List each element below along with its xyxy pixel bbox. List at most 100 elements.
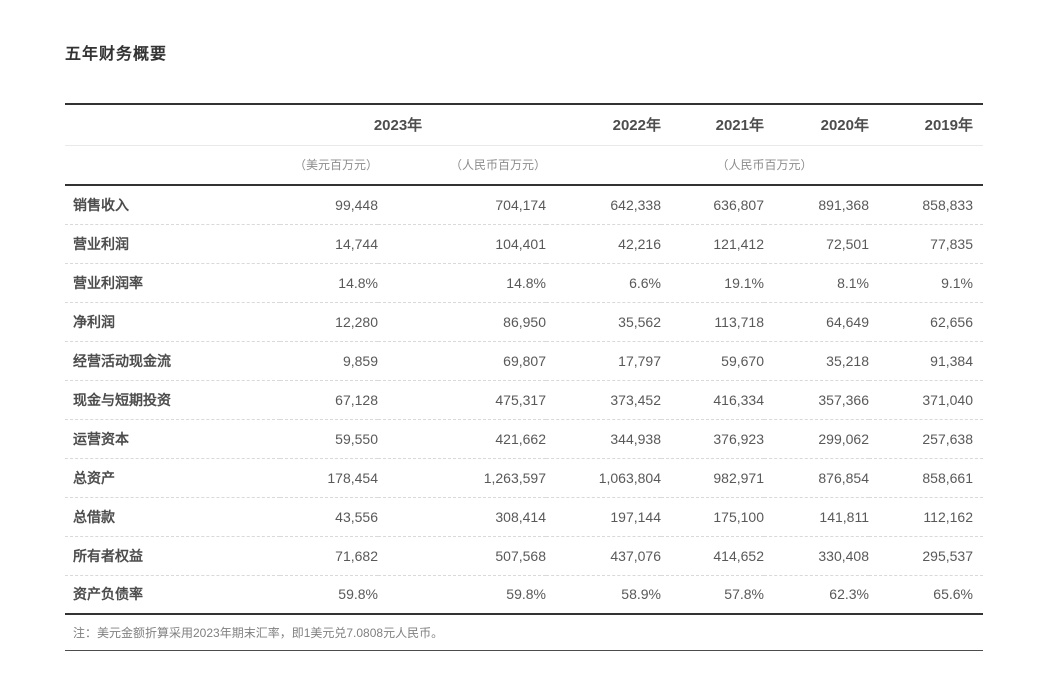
table-cell: 99,448 bbox=[280, 185, 378, 225]
row-label: 运营资本 bbox=[65, 419, 280, 459]
table-cell: 357,366 bbox=[764, 380, 869, 420]
table-cell: 69,807 bbox=[378, 341, 546, 381]
table-row: 所有者权益 71,682 507,568 437,076 414,652 330… bbox=[65, 536, 983, 576]
col-header-2020: 2020年 bbox=[764, 103, 869, 146]
five-year-financial-table: 2023年 2022年 2021年 2020年 2019年 （美元百万元） （人… bbox=[65, 103, 983, 615]
table-cell: 14,744 bbox=[280, 224, 378, 264]
table-cell: 91,384 bbox=[869, 341, 983, 381]
table-cell: 642,338 bbox=[546, 185, 661, 225]
table-cell: 77,835 bbox=[869, 224, 983, 264]
table-cell: 112,162 bbox=[869, 497, 983, 537]
table-cell: 43,556 bbox=[280, 497, 378, 537]
table-cell: 475,317 bbox=[378, 380, 546, 420]
table-cell: 59,550 bbox=[280, 419, 378, 459]
table-row: 营业利润 14,744 104,401 42,216 121,412 72,50… bbox=[65, 224, 983, 264]
table-cell: 62.3% bbox=[764, 575, 869, 615]
table-cell: 308,414 bbox=[378, 497, 546, 537]
table-cell: 14.8% bbox=[378, 263, 546, 303]
col-header-2021: 2021年 bbox=[661, 103, 764, 146]
col-header-2023: 2023年 bbox=[280, 103, 546, 146]
row-label: 营业利润 bbox=[65, 224, 280, 264]
table-cell: 65.6% bbox=[869, 575, 983, 615]
row-label: 总借款 bbox=[65, 497, 280, 537]
unit-rmb-millions-span: （人民币百万元） bbox=[546, 145, 983, 186]
table-cell: 982,971 bbox=[661, 458, 764, 498]
table-row: 销售收入 99,448 704,174 642,338 636,807 891,… bbox=[65, 185, 983, 225]
table-cell: 891,368 bbox=[764, 185, 869, 225]
table-cell: 636,807 bbox=[661, 185, 764, 225]
table-cell: 19.1% bbox=[661, 263, 764, 303]
col-header-2022: 2022年 bbox=[546, 103, 661, 146]
table-row: 资产负债率 59.8% 59.8% 58.9% 57.8% 62.3% 65.6… bbox=[65, 575, 983, 615]
table-row: 总借款 43,556 308,414 197,144 175,100 141,8… bbox=[65, 497, 983, 537]
table-cell: 64,649 bbox=[764, 302, 869, 342]
table-cell: 876,854 bbox=[764, 458, 869, 498]
row-label: 净利润 bbox=[65, 302, 280, 342]
table-cell: 72,501 bbox=[764, 224, 869, 264]
table-cell: 414,652 bbox=[661, 536, 764, 576]
table-cell: 59.8% bbox=[378, 575, 546, 615]
table-cell: 8.1% bbox=[764, 263, 869, 303]
unit-rmb-millions-2023: （人民币百万元） bbox=[378, 145, 546, 186]
report-page: 五年财务概要 2023年 2022年 2021年 2020年 2019年 （美元… bbox=[65, 0, 983, 651]
table-cell: 373,452 bbox=[546, 380, 661, 420]
table-row: 经营活动现金流 9,859 69,807 17,797 59,670 35,21… bbox=[65, 341, 983, 381]
table-cell: 416,334 bbox=[661, 380, 764, 420]
empty-unit-cell bbox=[65, 145, 280, 186]
table-cell: 86,950 bbox=[378, 302, 546, 342]
table-cell: 9.1% bbox=[869, 263, 983, 303]
table-cell: 175,100 bbox=[661, 497, 764, 537]
table-cell: 113,718 bbox=[661, 302, 764, 342]
table-cell: 178,454 bbox=[280, 458, 378, 498]
table-cell: 57.8% bbox=[661, 575, 764, 615]
row-label: 现金与短期投资 bbox=[65, 380, 280, 420]
table-cell: 67,128 bbox=[280, 380, 378, 420]
table-cell: 6.6% bbox=[546, 263, 661, 303]
table-cell: 141,811 bbox=[764, 497, 869, 537]
row-label: 总资产 bbox=[65, 458, 280, 498]
table-cell: 1,263,597 bbox=[378, 458, 546, 498]
row-label: 经营活动现金流 bbox=[65, 341, 280, 381]
table-cell: 62,656 bbox=[869, 302, 983, 342]
table-cell: 59,670 bbox=[661, 341, 764, 381]
table-cell: 14.8% bbox=[280, 263, 378, 303]
table-cell: 9,859 bbox=[280, 341, 378, 381]
table-cell: 437,076 bbox=[546, 536, 661, 576]
table-cell: 421,662 bbox=[378, 419, 546, 459]
table-cell: 507,568 bbox=[378, 536, 546, 576]
table-row: 总资产 178,454 1,263,597 1,063,804 982,971 … bbox=[65, 458, 983, 498]
table-cell: 59.8% bbox=[280, 575, 378, 615]
table-row: 现金与短期投资 67,128 475,317 373,452 416,334 3… bbox=[65, 380, 983, 420]
table-cell: 371,040 bbox=[869, 380, 983, 420]
table-row: 运营资本 59,550 421,662 344,938 376,923 299,… bbox=[65, 419, 983, 459]
table-cell: 71,682 bbox=[280, 536, 378, 576]
table-cell: 58.9% bbox=[546, 575, 661, 615]
table-cell: 299,062 bbox=[764, 419, 869, 459]
table-cell: 704,174 bbox=[378, 185, 546, 225]
table-row: 净利润 12,280 86,950 35,562 113,718 64,649 … bbox=[65, 302, 983, 342]
year-header-row: 2023年 2022年 2021年 2020年 2019年 bbox=[65, 103, 983, 146]
col-header-2019: 2019年 bbox=[869, 103, 983, 146]
table-cell: 330,408 bbox=[764, 536, 869, 576]
row-label: 资产负债率 bbox=[65, 575, 280, 615]
table-cell: 35,218 bbox=[764, 341, 869, 381]
table-cell: 121,412 bbox=[661, 224, 764, 264]
table-row: 营业利润率 14.8% 14.8% 6.6% 19.1% 8.1% 9.1% bbox=[65, 263, 983, 303]
row-label: 销售收入 bbox=[65, 185, 280, 225]
table-cell: 376,923 bbox=[661, 419, 764, 459]
table-cell: 42,216 bbox=[546, 224, 661, 264]
table-cell: 257,638 bbox=[869, 419, 983, 459]
table-cell: 35,562 bbox=[546, 302, 661, 342]
empty-corner-cell bbox=[65, 103, 280, 146]
row-label: 营业利润率 bbox=[65, 263, 280, 303]
table-cell: 858,661 bbox=[869, 458, 983, 498]
row-label: 所有者权益 bbox=[65, 536, 280, 576]
footnote: 注：美元金额折算采用2023年期末汇率，即1美元兑7.0808元人民币。 bbox=[65, 615, 983, 651]
table-cell: 197,144 bbox=[546, 497, 661, 537]
page-title: 五年财务概要 bbox=[65, 46, 168, 63]
table-cell: 344,938 bbox=[546, 419, 661, 459]
table-cell: 858,833 bbox=[869, 185, 983, 225]
unit-header-row: （美元百万元） （人民币百万元） （人民币百万元） bbox=[65, 145, 983, 186]
table-cell: 1,063,804 bbox=[546, 458, 661, 498]
table-cell: 12,280 bbox=[280, 302, 378, 342]
